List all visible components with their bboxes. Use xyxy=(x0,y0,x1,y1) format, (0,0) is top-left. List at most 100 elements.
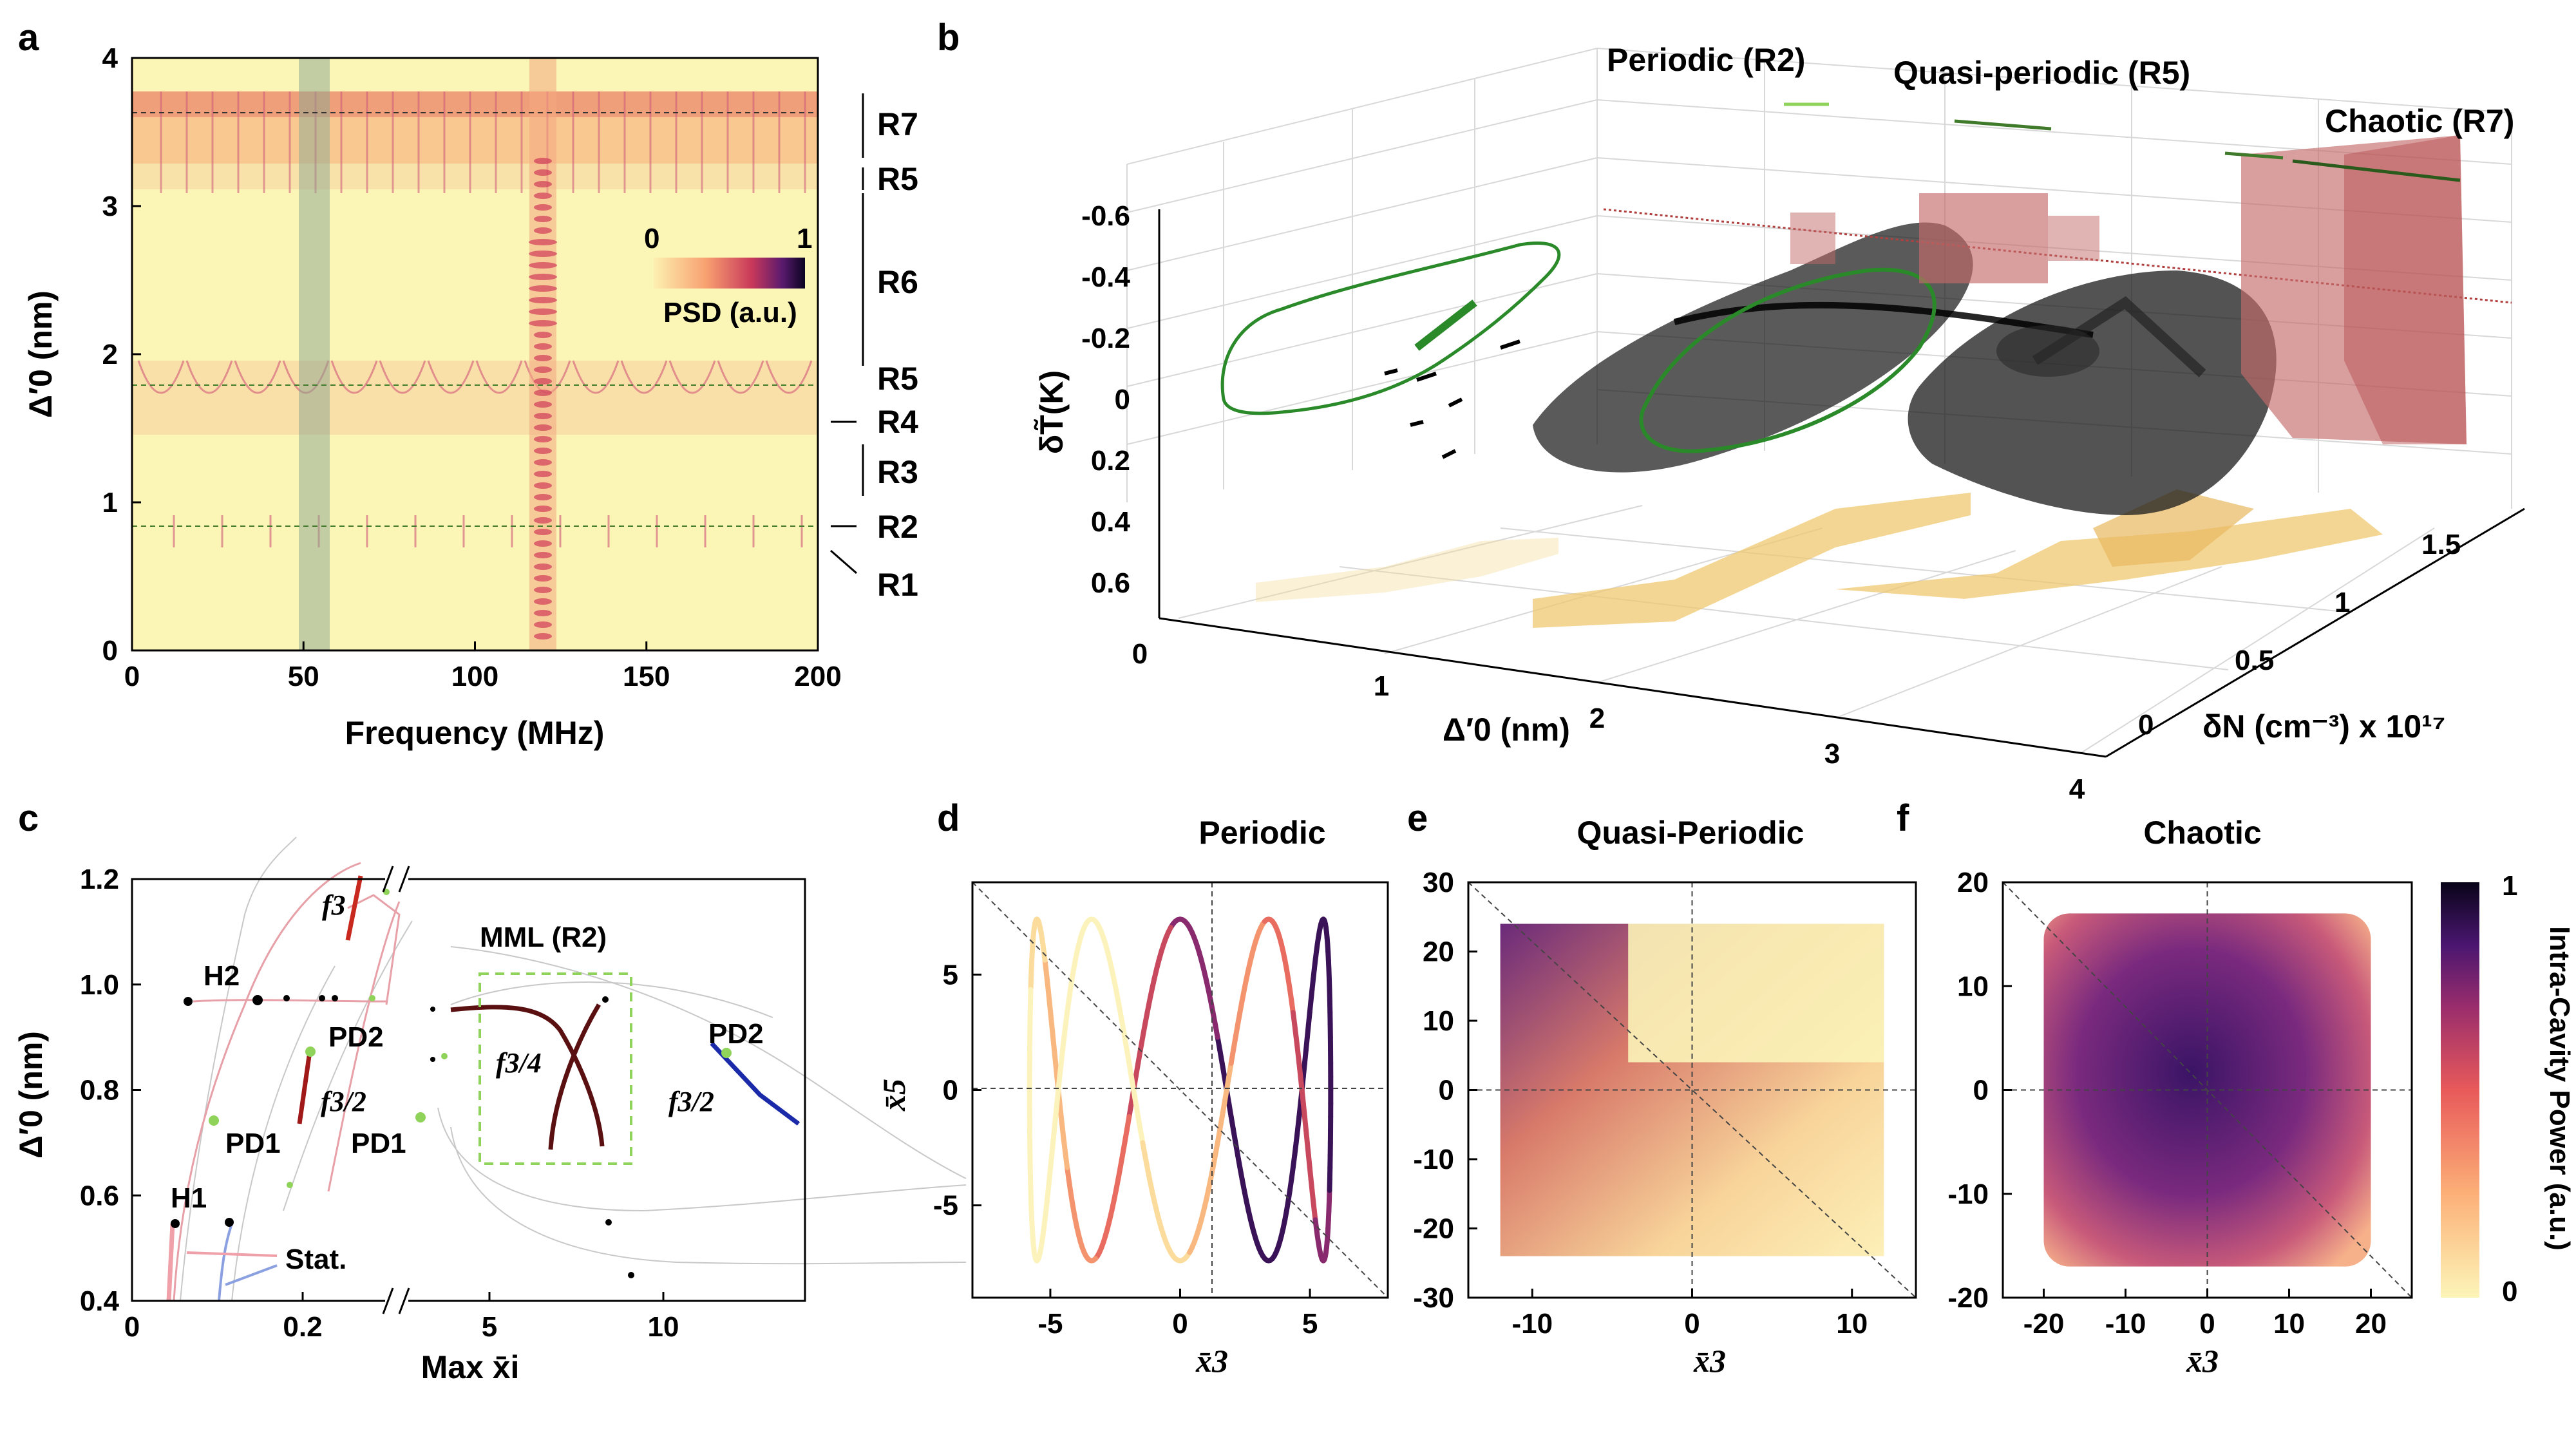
branch-f3-half xyxy=(297,1056,312,1124)
label-pd1-left: PD1 xyxy=(225,1128,281,1159)
spike-mark xyxy=(534,193,552,199)
panel-a-xlabel: Frequency (MHz) xyxy=(345,715,605,751)
y-tick-label: 0 xyxy=(1115,384,1130,415)
panel-f-xlabel: x̄3 xyxy=(2186,1343,2219,1379)
highlight-column-120mhz xyxy=(529,58,556,650)
projection-green-loop xyxy=(1220,241,1937,453)
y-tick-label: -0.6 xyxy=(1081,200,1130,232)
x-tick-label: 0 xyxy=(124,1311,140,1343)
spike-mark xyxy=(534,448,552,454)
y-tick-label: 0 xyxy=(1973,1075,1989,1106)
power-colorbar-label: Intra-Cavity Power (a.u.) xyxy=(2544,926,2575,1251)
panel-f-chaotic: -20 -10 0 10 20 20 10 0 -10 -20 Chaotic x̄3 1 0 I… xyxy=(1947,815,2575,1379)
projection-red-side xyxy=(1603,135,2512,444)
x-tick-label: 0 xyxy=(1132,638,1148,670)
annotation-arrows xyxy=(1784,102,2461,182)
spike-mark xyxy=(534,227,552,234)
label-h1: H1 xyxy=(171,1182,207,1214)
panel-label-b: b xyxy=(937,17,960,59)
spike-mark xyxy=(534,482,552,489)
spike-mark xyxy=(529,274,557,280)
panel-e-ticks: -10 0 10 30 20 10 0 -10 -20 -30 xyxy=(1413,867,1868,1340)
panel-d-title: Periodic xyxy=(1198,815,1325,851)
panel-b-xlabel: Δ′0 (nm) xyxy=(1443,712,1570,748)
spike-mark xyxy=(534,575,552,582)
spike-mark xyxy=(529,262,557,269)
harmonic-arc xyxy=(427,360,475,394)
region-label-r1: R1 xyxy=(877,567,918,603)
spike-mark xyxy=(534,471,552,477)
z-tick-label: 0.5 xyxy=(2235,645,2274,676)
y-tick-label: -10 xyxy=(1947,1179,1989,1210)
y-tick-label: 1.0 xyxy=(80,969,119,1001)
annotation-periodic-r2: Periodic (R2) xyxy=(1607,42,1805,78)
x-tick-label: 4 xyxy=(2069,773,2085,805)
spike-mark xyxy=(534,216,552,222)
y-tick-label: 0 xyxy=(102,635,118,667)
panel-c-ylabel: Δ′0 (nm) xyxy=(13,1031,49,1159)
label-pd2-left: PD2 xyxy=(328,1021,384,1053)
region-label-r2: R2 xyxy=(877,509,918,545)
panel-label-f: f xyxy=(1897,797,1909,839)
x-tick-label: 50 xyxy=(288,661,319,692)
panel-label-d: d xyxy=(937,797,960,839)
x-tick-label: 2 xyxy=(1589,703,1605,734)
projection-bottom xyxy=(1256,489,2383,628)
panel-c-pink-curves xyxy=(173,862,401,1302)
spike-mark xyxy=(534,633,552,639)
region-label-r6: R6 xyxy=(877,264,918,300)
panel-d-xlabel: x̄3 xyxy=(1195,1343,1228,1379)
y-tick-label: 10 xyxy=(1957,971,1989,1002)
x-tick-label: 100 xyxy=(451,661,498,692)
panel-b-3d-scatter: 0.6 0.4 0.2 0 -0.2 -0.4 -0.6 0 1 2 3 4 0 0.5 1 1.5 xyxy=(1034,42,2525,805)
spike-mark xyxy=(534,413,552,419)
spike-mark xyxy=(529,239,557,245)
panel-b-zlabel: δN (cm⁻³) x 10¹⁷ xyxy=(2202,708,2445,744)
heatmap-band-r5 xyxy=(132,164,818,189)
panel-c-bifurcation: 0.40.60.81.01.20 0.2 5 10 Δ′0 (nm) Max x̄i … xyxy=(13,837,967,1385)
panel-label-c: c xyxy=(18,797,39,839)
y-tick-label: 20 xyxy=(1423,936,1454,968)
y-tick-label: -0.4 xyxy=(1081,261,1130,293)
power-colorbar-min: 0 xyxy=(2502,1276,2517,1307)
y-tick-label: 10 xyxy=(1423,1005,1454,1037)
panel-e-xlabel: x̄3 xyxy=(1693,1343,1726,1379)
branch-f3 xyxy=(345,875,363,941)
panel-label-a: a xyxy=(18,17,39,59)
region-brackets xyxy=(830,93,864,574)
x-tick-label: 5 xyxy=(1302,1308,1318,1340)
stat-branch-pink xyxy=(166,1223,175,1302)
spike-mark xyxy=(534,506,552,512)
y-tick-label: 5 xyxy=(943,959,958,990)
spike-mark xyxy=(534,552,552,558)
y-tick-label: 2 xyxy=(102,339,118,370)
mml-box xyxy=(478,972,632,1165)
x-tick-label: 5 xyxy=(482,1311,497,1343)
spike-mark xyxy=(534,598,552,605)
y-tick-label: 0 xyxy=(1439,1075,1454,1106)
projection-black-cloud xyxy=(1384,222,2277,515)
x-tick-label: -20 xyxy=(2023,1308,2065,1340)
x-tick-label: 10 xyxy=(2273,1308,2305,1340)
y-tick-label: 20 xyxy=(1957,867,1989,898)
x-tick-label: 20 xyxy=(2355,1308,2387,1340)
harmonic-arc xyxy=(717,360,764,394)
region-label-r4: R4 xyxy=(877,404,918,440)
spike-mark xyxy=(534,158,552,164)
harmonic-arc xyxy=(572,360,620,394)
spike-mark xyxy=(534,355,552,361)
x-tick-label: 150 xyxy=(623,661,670,692)
panel-d-ylabel: x̄5 xyxy=(876,1079,912,1112)
region-label-r7: R7 xyxy=(877,106,918,142)
panel-c-ticks: 0.4 0.6 0.8 1.0 1.2 0 0.2 5 10 xyxy=(80,864,679,1343)
spike-mark xyxy=(534,343,552,350)
panel-b-ylabel: δT̃(K) xyxy=(1034,370,1070,454)
label-stat: Stat. xyxy=(285,1244,346,1275)
x-tick-label: -10 xyxy=(1511,1308,1553,1340)
x-tick-label: 0 xyxy=(2199,1308,2215,1340)
diagonal-guide xyxy=(1468,882,1917,1298)
stat-arrow-blue xyxy=(225,1264,278,1286)
spike-mark xyxy=(534,564,552,570)
label-f3-half-blue: f3/2 xyxy=(668,1086,714,1117)
psd-colorbar xyxy=(654,258,805,289)
